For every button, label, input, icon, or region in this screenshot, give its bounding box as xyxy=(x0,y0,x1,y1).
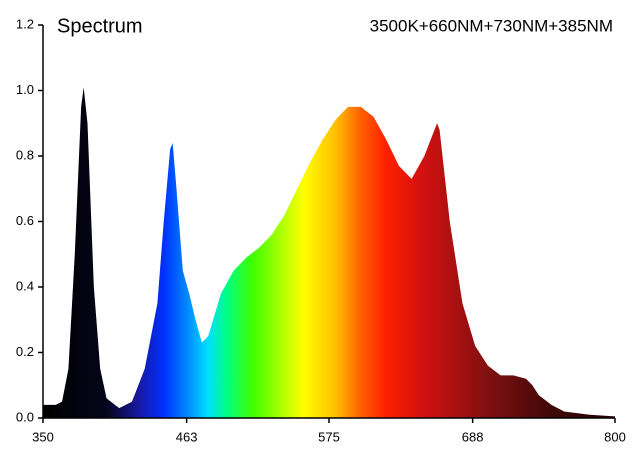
chart-title: Spectrum xyxy=(57,15,143,37)
y-tick-label: 0.8 xyxy=(16,147,34,162)
annotation: 3500K+660NM+730NM+385NM xyxy=(370,16,613,35)
y-tick-label: 0.6 xyxy=(16,213,34,228)
y-tick-label: 0.4 xyxy=(16,278,34,293)
y-tick-label: 0.0 xyxy=(16,409,34,424)
x-tick-label: 575 xyxy=(318,429,340,444)
x-tick-label: 350 xyxy=(32,429,54,444)
x-tick-label: 463 xyxy=(176,429,198,444)
x-tick-label: 800 xyxy=(604,429,626,444)
x-tick-label: 688 xyxy=(462,429,484,444)
spectrum-area xyxy=(43,87,615,418)
y-tick-label: 1.2 xyxy=(16,16,34,31)
y-tick-label: 1.0 xyxy=(16,82,34,97)
y-tick-label: 0.2 xyxy=(16,344,34,359)
